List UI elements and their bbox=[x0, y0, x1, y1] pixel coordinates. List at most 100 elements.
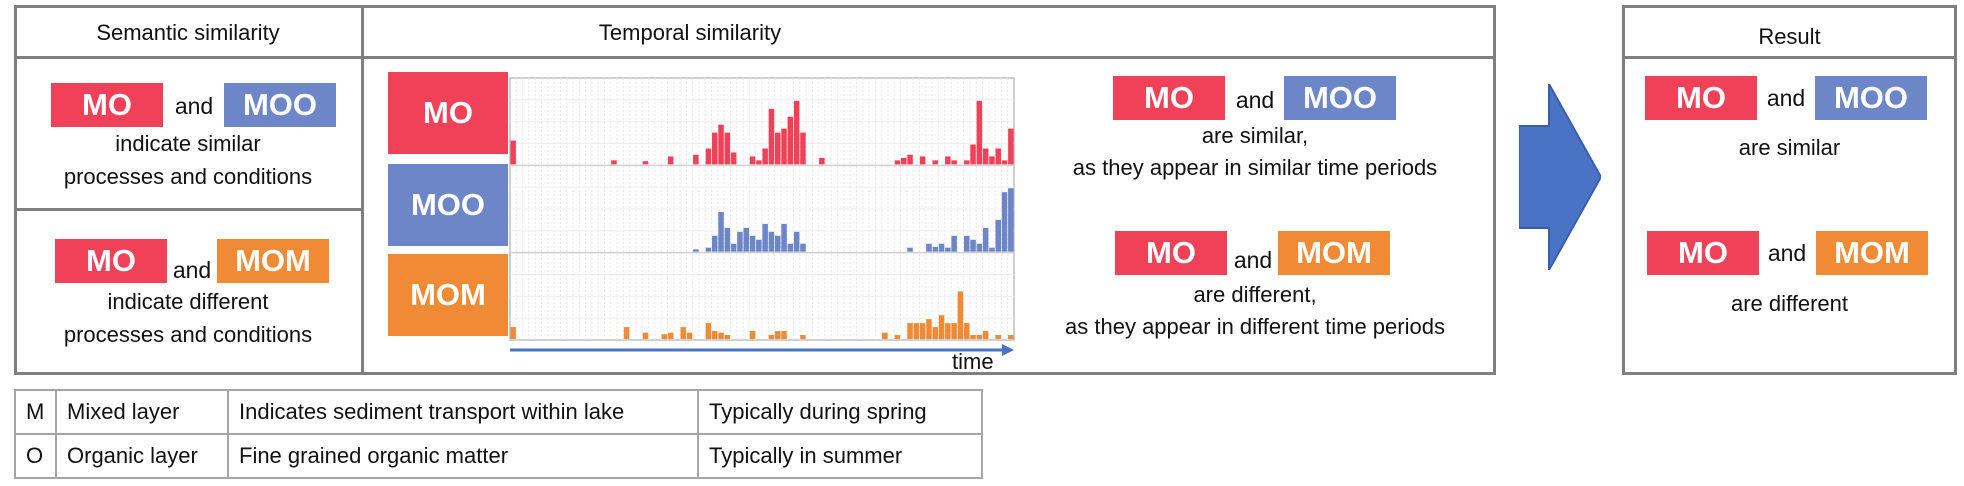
bar-mo bbox=[667, 156, 674, 165]
tag-moo: MOO bbox=[224, 83, 336, 127]
bar-mo bbox=[945, 156, 951, 165]
bar-mom bbox=[623, 327, 630, 339]
legend-code: O bbox=[14, 433, 57, 479]
bar-mo bbox=[800, 132, 806, 165]
bar-moo bbox=[724, 227, 731, 252]
bar-mo bbox=[775, 132, 781, 165]
tag-moo: MOO bbox=[1284, 76, 1396, 120]
legend-season: Typically during spring bbox=[697, 389, 983, 435]
legend-description: Fine grained organic matter bbox=[227, 433, 699, 479]
bar-mom bbox=[945, 323, 951, 339]
bar-moo bbox=[982, 227, 989, 252]
bar-moo bbox=[945, 247, 951, 252]
table-row: O Organic layer Fine grained organic mat… bbox=[14, 433, 983, 479]
bar-mom bbox=[642, 332, 649, 339]
bar-mo bbox=[901, 157, 907, 165]
bar-mom bbox=[705, 323, 712, 339]
bar-mom bbox=[775, 331, 781, 339]
bar-mom bbox=[768, 335, 775, 339]
bar-mom bbox=[932, 327, 938, 339]
bar-mom bbox=[919, 323, 926, 339]
bar-mom bbox=[913, 323, 920, 339]
bar-mom bbox=[667, 332, 674, 339]
result-different-text: are different bbox=[1730, 291, 1848, 316]
bar-mo bbox=[1008, 128, 1014, 165]
bar-mo bbox=[768, 108, 775, 165]
legend-code: M bbox=[14, 389, 57, 435]
tag-moo: MOO bbox=[1815, 76, 1927, 120]
bar-mom bbox=[926, 319, 932, 339]
bar-mom bbox=[938, 315, 945, 339]
semantic-similar-line2: processes and conditions bbox=[63, 164, 313, 189]
and-text: and bbox=[174, 92, 214, 119]
semantic-title: Semantic similarity bbox=[96, 20, 280, 45]
bar-mo bbox=[749, 156, 756, 165]
bar-mom bbox=[712, 331, 718, 339]
right-arrow-icon bbox=[1519, 84, 1601, 270]
bar-moo bbox=[718, 212, 724, 252]
bar-mom bbox=[882, 332, 888, 339]
bar-moo bbox=[787, 243, 794, 252]
bar-moo bbox=[932, 246, 938, 252]
and-text: and bbox=[1766, 84, 1806, 111]
table-row: M Mixed layer Indicates sediment transpo… bbox=[14, 389, 983, 435]
bar-mom bbox=[982, 331, 989, 339]
tag-mo: MO bbox=[1645, 76, 1757, 120]
temporal-similar-line1: are similar, bbox=[1201, 123, 1309, 148]
bar-mo bbox=[919, 156, 926, 165]
bar-mom bbox=[976, 335, 983, 339]
tag-mo: MO bbox=[1113, 76, 1225, 120]
semantic-different-line1: indicate different bbox=[107, 289, 269, 314]
bar-mo bbox=[724, 132, 731, 165]
tag-mom: MOM bbox=[1278, 231, 1390, 275]
bar-mo bbox=[894, 160, 901, 165]
bar-moo bbox=[964, 235, 970, 252]
bar-mom bbox=[964, 323, 970, 339]
row-label-mom: MOM bbox=[388, 254, 508, 336]
bar-mo bbox=[819, 157, 825, 165]
tag-mo: MO bbox=[1115, 231, 1227, 275]
bar-moo bbox=[995, 219, 1001, 252]
row-label-mo: MO bbox=[388, 72, 508, 154]
bar-mo bbox=[693, 154, 699, 165]
bar-mom bbox=[970, 335, 976, 339]
bar-mom bbox=[510, 327, 516, 339]
bar-mom bbox=[951, 323, 957, 339]
bar-mom bbox=[781, 331, 787, 339]
bar-moo bbox=[800, 243, 806, 252]
bar-moo bbox=[907, 247, 913, 252]
bar-moo bbox=[712, 235, 718, 252]
bar-mom bbox=[1008, 335, 1014, 339]
bar-mo bbox=[642, 161, 649, 165]
legend-season: Typically in summer bbox=[697, 433, 983, 479]
bar-mo bbox=[756, 160, 762, 165]
bar-mo bbox=[718, 124, 724, 165]
bar-mom bbox=[680, 327, 686, 339]
temporal-different-line2: as they appear in different time periods bbox=[1065, 314, 1445, 339]
bar-mom bbox=[718, 332, 724, 339]
bar-mo bbox=[510, 140, 516, 165]
bar-mo bbox=[970, 144, 976, 165]
divider-semantic bbox=[14, 208, 362, 211]
and-text: and bbox=[1235, 86, 1275, 113]
bar-mo bbox=[982, 148, 989, 165]
tag-mo: MO bbox=[51, 83, 163, 127]
time-axis-label: time bbox=[952, 349, 994, 374]
and-text: and bbox=[1233, 246, 1273, 273]
bar-mo bbox=[705, 148, 712, 165]
legend-name: Mixed layer bbox=[55, 389, 229, 435]
bar-moo bbox=[768, 231, 775, 252]
divider-vertical bbox=[361, 5, 364, 375]
bar-moo bbox=[1001, 192, 1008, 252]
bar-mo bbox=[932, 160, 938, 165]
bar-moo bbox=[775, 235, 781, 252]
tag-mo: MO bbox=[1647, 231, 1759, 275]
bar-moo bbox=[989, 247, 995, 252]
bar-mom bbox=[749, 331, 756, 339]
legend-description: Indicates sediment transport within lake bbox=[227, 389, 699, 435]
bar-moo bbox=[756, 239, 762, 252]
bar-mom bbox=[661, 334, 668, 339]
and-text: and bbox=[1767, 239, 1807, 266]
bar-mom bbox=[686, 332, 693, 339]
bar-mo bbox=[611, 160, 617, 165]
